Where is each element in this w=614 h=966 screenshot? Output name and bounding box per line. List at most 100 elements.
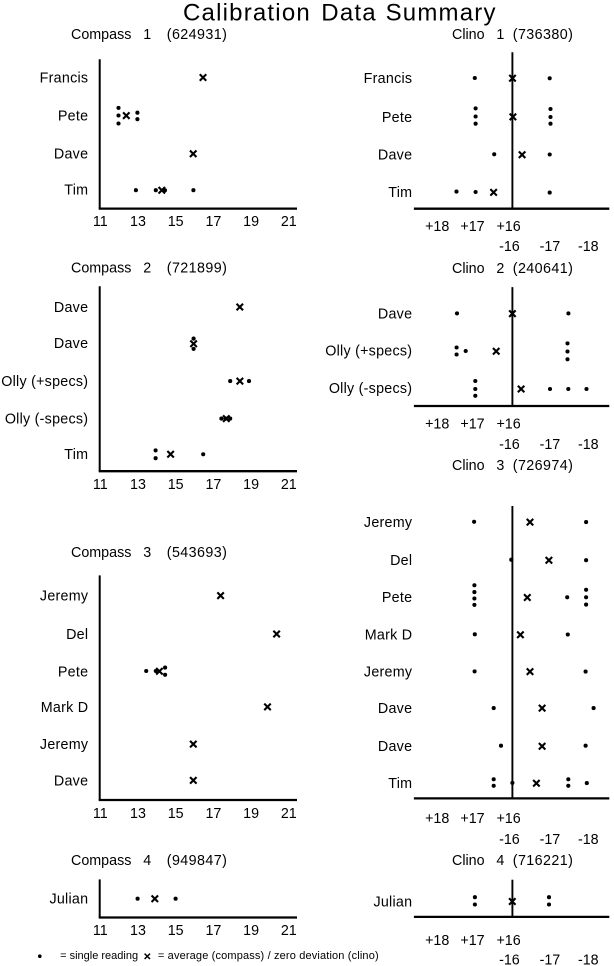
svg-text:= single reading: = single reading bbox=[60, 950, 138, 962]
svg-text:Del: Del bbox=[390, 553, 412, 569]
svg-text:11: 11 bbox=[93, 923, 108, 939]
svg-text:(240641): (240641) bbox=[513, 261, 573, 277]
svg-text:-17: -17 bbox=[540, 437, 561, 453]
svg-text:13: 13 bbox=[130, 806, 146, 822]
svg-text:19: 19 bbox=[243, 477, 259, 493]
svg-text:1: 1 bbox=[143, 27, 151, 43]
svg-text:Dave: Dave bbox=[54, 300, 88, 316]
svg-text:4: 4 bbox=[143, 853, 151, 869]
svg-text:Tim: Tim bbox=[388, 776, 412, 792]
svg-text:17: 17 bbox=[205, 214, 221, 230]
svg-text:Dave: Dave bbox=[378, 701, 412, 717]
svg-text:Tim: Tim bbox=[388, 185, 412, 201]
svg-text:(716221): (716221) bbox=[513, 853, 573, 869]
svg-text:Calibration: Calibration bbox=[183, 0, 311, 27]
svg-text:+17: +17 bbox=[460, 811, 484, 827]
svg-text:Summary: Summary bbox=[386, 0, 497, 27]
svg-text:+18: +18 bbox=[425, 811, 449, 827]
svg-text:-16: -16 bbox=[499, 832, 520, 848]
svg-text:Dave: Dave bbox=[378, 306, 412, 322]
svg-text:-18: -18 bbox=[578, 437, 599, 453]
svg-text:-17: -17 bbox=[540, 239, 561, 255]
svg-text:15: 15 bbox=[168, 214, 184, 230]
svg-text:Compass: Compass bbox=[71, 545, 131, 561]
svg-text:Jeremy: Jeremy bbox=[364, 665, 413, 681]
svg-text:Mark D: Mark D bbox=[365, 628, 413, 644]
svg-text:Jeremy: Jeremy bbox=[40, 737, 89, 753]
svg-text:Julian: Julian bbox=[49, 892, 88, 908]
svg-text:Pete: Pete bbox=[58, 109, 88, 125]
svg-text:21: 21 bbox=[281, 806, 297, 822]
svg-text:17: 17 bbox=[205, 923, 221, 939]
svg-text:13: 13 bbox=[130, 214, 146, 230]
svg-text:21: 21 bbox=[281, 477, 297, 493]
svg-text:19: 19 bbox=[243, 806, 259, 822]
svg-text:(726974): (726974) bbox=[513, 458, 573, 474]
svg-text:Olly (-specs): Olly (-specs) bbox=[5, 411, 88, 427]
svg-text:15: 15 bbox=[168, 477, 184, 493]
svg-text:Pete: Pete bbox=[382, 110, 412, 126]
svg-text:Jeremy: Jeremy bbox=[364, 515, 413, 531]
svg-text:+18: +18 bbox=[425, 416, 449, 432]
svg-text:-16: -16 bbox=[499, 239, 520, 255]
svg-text:21: 21 bbox=[281, 923, 297, 939]
svg-text:(543693): (543693) bbox=[167, 545, 227, 561]
svg-text:21: 21 bbox=[281, 214, 297, 230]
svg-text:Compass: Compass bbox=[71, 260, 131, 276]
svg-text:4: 4 bbox=[496, 853, 504, 869]
svg-text:11: 11 bbox=[93, 806, 108, 822]
svg-text:Tim: Tim bbox=[64, 183, 88, 199]
svg-text:= average (compass) / zero dev: = average (compass) / zero deviation (cl… bbox=[158, 950, 379, 962]
svg-text:13: 13 bbox=[130, 477, 146, 493]
svg-text:-18: -18 bbox=[578, 952, 599, 966]
svg-text:13: 13 bbox=[130, 923, 146, 939]
svg-text:(624931): (624931) bbox=[167, 27, 227, 43]
svg-text:-17: -17 bbox=[540, 832, 561, 848]
svg-text:Olly (+specs): Olly (+specs) bbox=[1, 374, 88, 390]
svg-text:3: 3 bbox=[143, 545, 151, 561]
svg-text:17: 17 bbox=[205, 477, 221, 493]
svg-text:Mark D: Mark D bbox=[41, 700, 89, 716]
svg-text:-18: -18 bbox=[578, 239, 599, 255]
svg-text:Dave: Dave bbox=[54, 147, 88, 163]
svg-text:Olly (-specs): Olly (-specs) bbox=[329, 381, 412, 397]
svg-text:15: 15 bbox=[168, 923, 184, 939]
svg-text:2: 2 bbox=[496, 261, 504, 277]
svg-text:Tim: Tim bbox=[64, 447, 88, 463]
svg-text:Data: Data bbox=[321, 0, 377, 27]
svg-text:-18: -18 bbox=[578, 832, 599, 848]
svg-text:+18: +18 bbox=[425, 219, 449, 235]
svg-text:Francis: Francis bbox=[364, 71, 413, 87]
svg-text:11: 11 bbox=[93, 477, 108, 493]
svg-text:(736380): (736380) bbox=[513, 27, 573, 43]
svg-text:19: 19 bbox=[243, 214, 259, 230]
svg-text:11: 11 bbox=[93, 214, 108, 230]
svg-text:+16: +16 bbox=[496, 933, 520, 949]
svg-text:Francis: Francis bbox=[40, 71, 89, 87]
svg-text:2: 2 bbox=[143, 260, 151, 276]
svg-text:Clino: Clino bbox=[452, 261, 485, 277]
svg-text:Pete: Pete bbox=[58, 664, 88, 680]
svg-text:3: 3 bbox=[496, 458, 504, 474]
svg-text:(949847): (949847) bbox=[167, 853, 227, 869]
svg-text:Dave: Dave bbox=[378, 148, 412, 164]
svg-text:+16: +16 bbox=[496, 219, 520, 235]
svg-text:Clino: Clino bbox=[452, 853, 485, 869]
svg-text:15: 15 bbox=[168, 806, 184, 822]
svg-text:+16: +16 bbox=[496, 811, 520, 827]
svg-text:+18: +18 bbox=[425, 933, 449, 949]
svg-text:Compass: Compass bbox=[71, 27, 131, 43]
svg-text:Dave: Dave bbox=[54, 773, 88, 789]
svg-text:Compass: Compass bbox=[71, 853, 131, 869]
svg-text:Julian: Julian bbox=[373, 895, 412, 911]
svg-text:Clino: Clino bbox=[452, 27, 485, 43]
svg-text:Olly (+specs): Olly (+specs) bbox=[325, 344, 412, 360]
svg-text:Dave: Dave bbox=[378, 739, 412, 755]
svg-text:Pete: Pete bbox=[382, 590, 412, 606]
svg-text:+17: +17 bbox=[460, 416, 484, 432]
svg-text:17: 17 bbox=[205, 806, 221, 822]
svg-text:Del: Del bbox=[66, 627, 88, 643]
svg-text:Clino: Clino bbox=[452, 458, 485, 474]
svg-text:+17: +17 bbox=[460, 219, 484, 235]
svg-text:Jeremy: Jeremy bbox=[40, 589, 89, 605]
